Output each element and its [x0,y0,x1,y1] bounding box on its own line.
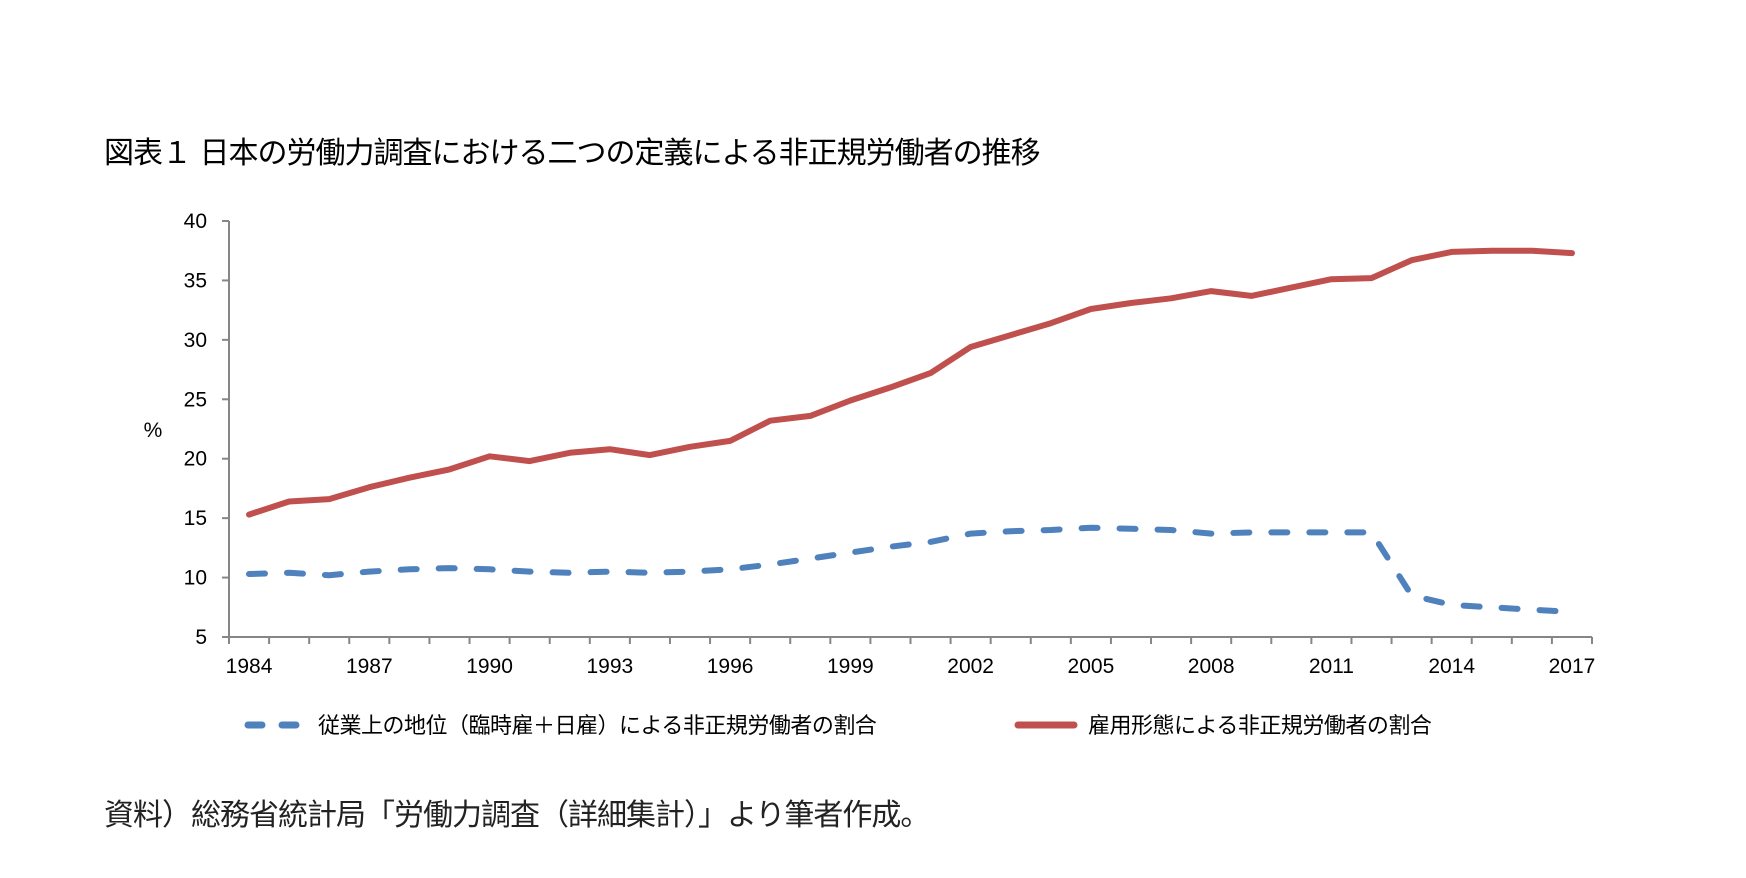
y-axis-label: % [144,419,163,442]
x-tick-label: 1999 [827,655,874,678]
y-tick-label: 35 [184,269,207,292]
x-tick-label: 1987 [346,655,393,678]
y-tick-label: 20 [184,448,207,471]
x-tick-label: 2017 [1549,655,1596,678]
source-note: 資料）総務省統計局「労働力調査（詳細集計）」より筆者作成。 [104,798,930,833]
x-tick-label: 1990 [466,655,513,678]
legend-item-red: 雇用形態による非正規労働者の割合 [1014,714,1432,739]
y-tick-label: 10 [184,567,207,590]
y-tick-label: 30 [184,329,207,352]
x-axis: 1984 1987 1990 1993 1996 1999 2002 2005 2008 2011… [226,636,1596,678]
y-tick-label: 5 [195,626,207,649]
series-layer [246,247,1575,615]
x-tick-label: 2011 [1309,655,1354,678]
x-tick-label: 1993 [586,655,633,678]
x-tick-label: 2014 [1428,655,1475,678]
legend-item-blue: 従業上の地位（臨時雇＋日雇）による非正規労働者の割合 [244,714,877,739]
legend: 従業上の地位（臨時雇＋日雇）による非正規労働者の割合 雇用形態による非正規労働者… [244,714,1432,739]
x-tick-label: 2005 [1068,655,1115,678]
x-tick-label: 2008 [1188,655,1235,678]
y-tick-label: 40 [184,210,207,233]
x-tick-label: 2002 [947,655,994,678]
series-line-blue-dashed [246,524,1575,615]
chart-title: 図表１ 日本の労働力調査における二つの定義による非正規労働者の推移 [104,136,1041,171]
x-tick-label: 1996 [707,655,754,678]
series-line-red-solid [246,247,1575,518]
legend-label-red: 雇用形態による非正規労働者の割合 [1088,714,1432,739]
legend-label-blue: 従業上の地位（臨時雇＋日雇）による非正規労働者の割合 [318,714,877,739]
x-tick-label: 1984 [226,655,273,678]
y-tick-label: 25 [184,388,207,411]
y-tick-label: 15 [184,507,207,530]
y-axis: 5 10 15 20 25 30 35 40 [184,210,230,649]
